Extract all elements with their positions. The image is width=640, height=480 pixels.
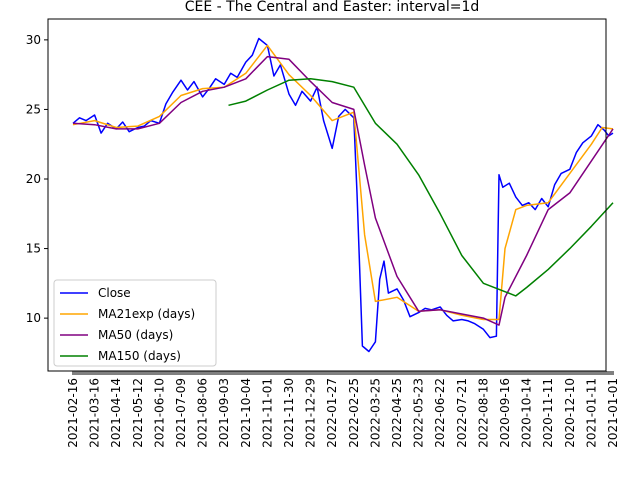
x-axis: 2021-02-16 2021-03-16 2021-04-14 2021-05-12… [66,371,620,448]
x-tick-label: 2022-04-25 [390,378,404,448]
legend-label: MA150 (days) [98,349,181,363]
x-tick-label: 2020-12-10 [563,378,577,448]
x-tick-label: 2022-08-18 [476,378,490,448]
series-line-3 [228,78,614,297]
x-tick-label: 2022-05-23 [412,378,426,448]
legend-label: MA50 (days) [98,328,173,342]
legend-label: Close [98,286,131,300]
series-line-2 [72,55,614,326]
x-tick-label: 2021-11-01 [260,378,274,448]
y-axis: 10 15 20 25 30 [26,33,48,325]
x-tick-label: 2021-07-09 [174,378,188,448]
x-tick-label: 2021-02-16 [66,378,80,448]
x-tick-label: 2021-10-04 [239,378,253,448]
legend-box [53,279,217,367]
x-tick-label: 2021-01-11 [584,378,598,448]
x-tick-label: 2021-11-30 [282,378,296,448]
x-tick-label: 2021-09-03 [217,378,231,448]
series-layer [72,37,614,353]
y-tick-label: 20 [26,172,41,186]
x-tick-label: 2020-10-14 [520,378,534,448]
x-tick-label: 2022-03-25 [368,378,382,448]
x-tick-label: 2021-05-12 [131,378,145,448]
y-tick-label: 15 [26,242,41,256]
x-tick-label: 2022-07-21 [455,378,469,448]
x-tick-label: 2021-01-01 [606,378,620,448]
x-tick-label: 2021-03-16 [88,378,102,448]
chart-title: CEE - The Central and Easter: interval=1… [185,0,480,15]
x-tick-label: 2021-12-29 [304,378,318,448]
x-tick-label: 2022-06-22 [433,378,447,448]
x-tick-label: 2020-09-16 [498,378,512,448]
x-tick-label: 2022-01-27 [325,378,339,448]
x-tick-label: 2022-02-25 [347,378,361,448]
series-line-1 [72,44,614,321]
y-tick-label: 10 [26,311,41,325]
y-tick-label: 30 [26,33,41,47]
y-tick-label: 25 [26,102,41,116]
x-tick-label: 2021-06-10 [152,378,166,448]
x-tick-label: 2021-08-06 [196,378,210,448]
series-line-0 [72,37,614,353]
legend-label: MA21exp (days) [98,307,195,321]
x-tick-label: 2021-04-14 [109,378,123,448]
legend: Close MA21exp (days) MA50 (days) MA150 (day… [53,279,217,367]
x-tick-label: 2020-11-11 [541,378,555,448]
